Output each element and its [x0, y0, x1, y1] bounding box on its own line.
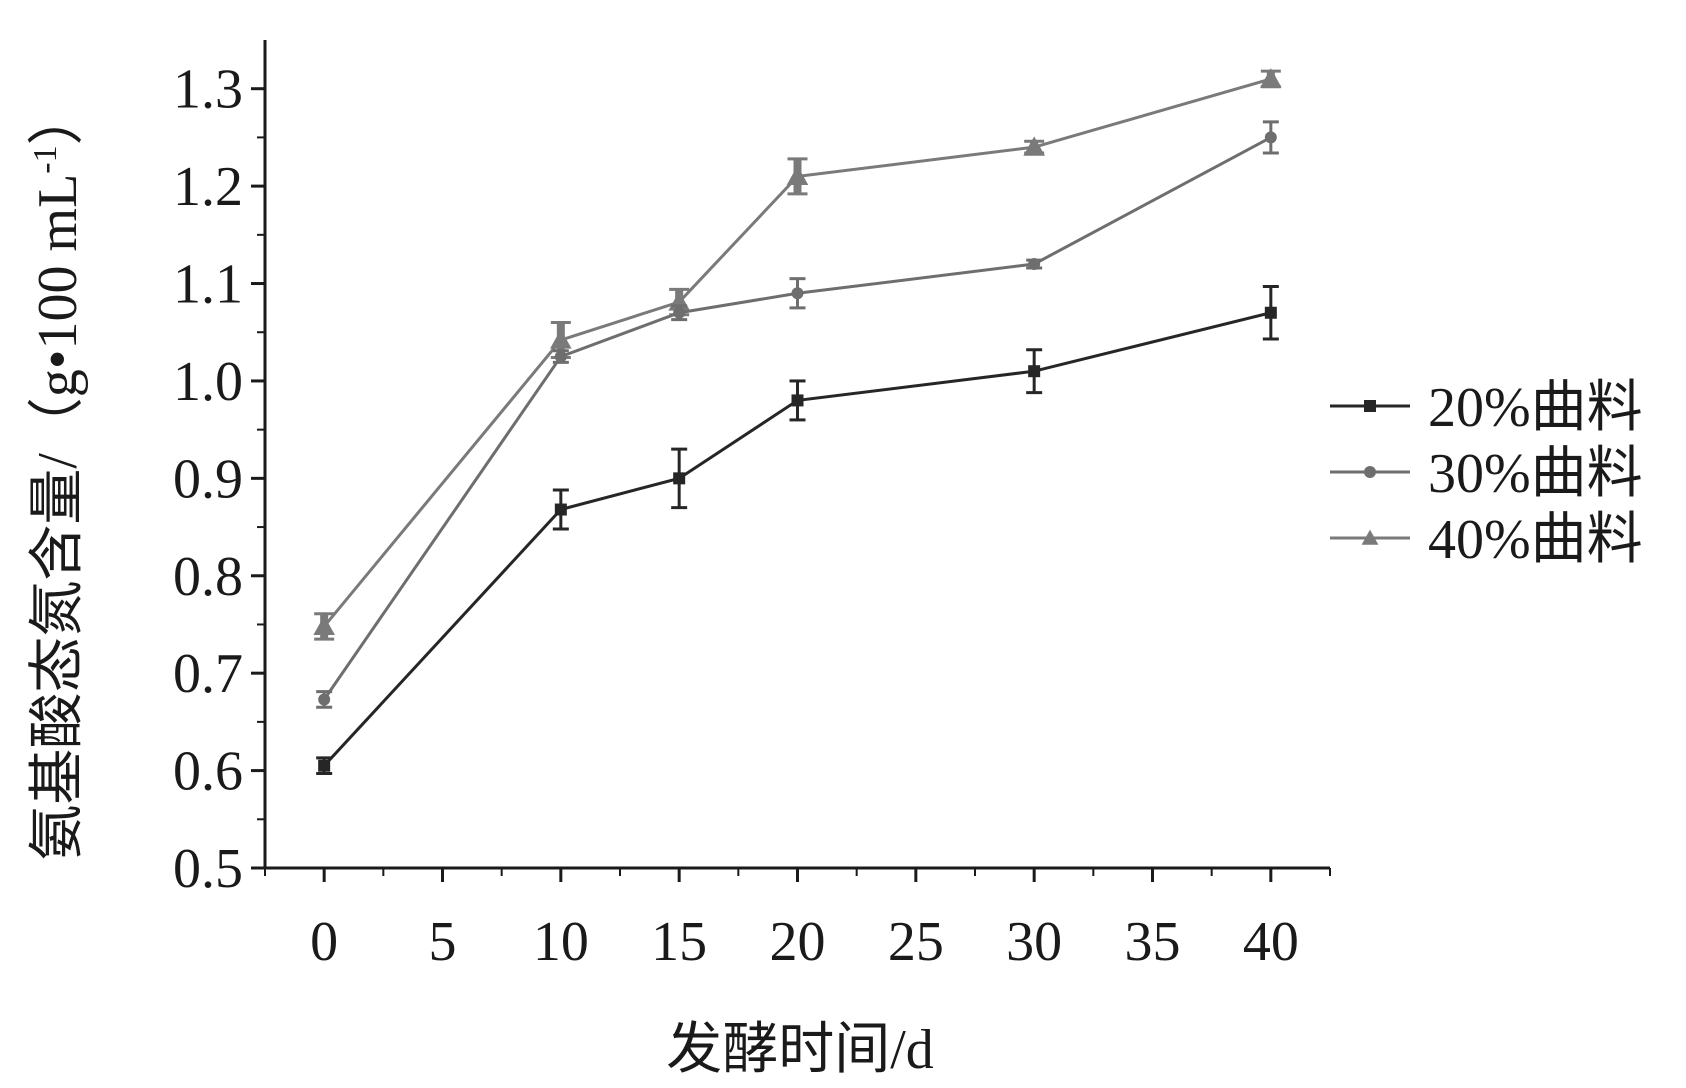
data-point [1264, 131, 1277, 144]
y-tick-label: 0.7 [173, 643, 243, 705]
legend-label: 30%曲料 [1428, 443, 1643, 505]
x-tick-label: 5 [429, 911, 457, 973]
data-point [318, 693, 331, 706]
data-point [1023, 136, 1045, 156]
data-point [554, 350, 567, 363]
data-point [791, 394, 804, 407]
y-axis-title-main: 氨基酸态氮含量/（g•100 mL [27, 174, 89, 861]
x-tick-label: 25 [888, 911, 944, 973]
y-axis-title-superscript: -1 [27, 145, 64, 173]
data-point [791, 287, 804, 300]
data-point [313, 615, 335, 636]
data-point [1264, 306, 1277, 319]
data-point [1260, 68, 1282, 88]
y-axis-title-close: ） [27, 89, 89, 145]
legend-label: 20%曲料 [1428, 377, 1643, 439]
series-2 [316, 120, 1279, 709]
x-tick-label: 15 [651, 911, 707, 973]
legend-label: 40%曲料 [1428, 509, 1643, 571]
legend-item-3: 40%曲料 [1330, 509, 1643, 571]
x-tick-label: 20 [770, 911, 826, 973]
legend-item-2: 30%曲料 [1330, 443, 1643, 505]
data-point [554, 503, 567, 516]
x-tick-label: 10 [533, 911, 589, 973]
data-point [786, 165, 809, 186]
legend-marker [1364, 466, 1376, 478]
series-line [323, 77, 1272, 628]
data-point [318, 759, 331, 772]
y-tick-label: 0.5 [173, 838, 243, 900]
x-axis-title: 发酵时间/d [666, 1019, 934, 1081]
y-tick-label: 1.1 [173, 254, 243, 316]
y-tick-label: 1.2 [173, 156, 243, 218]
y-tick-label: 1.0 [173, 351, 243, 413]
axes-group: 0.5 0.6 0.7 0.8 0.9 1.0 1.1 1.2 1.3 0 5 10 15 20 25 30 3… [173, 40, 1331, 973]
legend-item-1: 20%曲料 [1330, 377, 1643, 439]
data-point [673, 472, 686, 485]
y-axis-title: 氨基酸态氮含量/（g•100 mL-1） [27, 89, 89, 860]
series-group [313, 68, 1282, 776]
legend-marker [1364, 400, 1376, 412]
series-line [323, 311, 1272, 767]
x-tick-label: 40 [1243, 911, 1299, 973]
y-tick-label: 0.6 [173, 741, 243, 803]
y-tick-label: 0.8 [173, 546, 243, 608]
data-point [1028, 258, 1041, 271]
series-line [322, 136, 1272, 701]
x-tick-label: 30 [1006, 911, 1062, 973]
series-3 [313, 68, 1282, 641]
data-point [1028, 365, 1041, 378]
x-tick-label: 0 [310, 911, 338, 973]
y-tick-label: 1.3 [173, 59, 243, 121]
y-tick-label: 0.9 [173, 448, 243, 510]
legend-marker [1361, 529, 1379, 545]
series-1 [316, 284, 1279, 776]
x-tick-label: 35 [1125, 911, 1181, 973]
data-point [673, 306, 686, 319]
data-point [550, 329, 572, 349]
